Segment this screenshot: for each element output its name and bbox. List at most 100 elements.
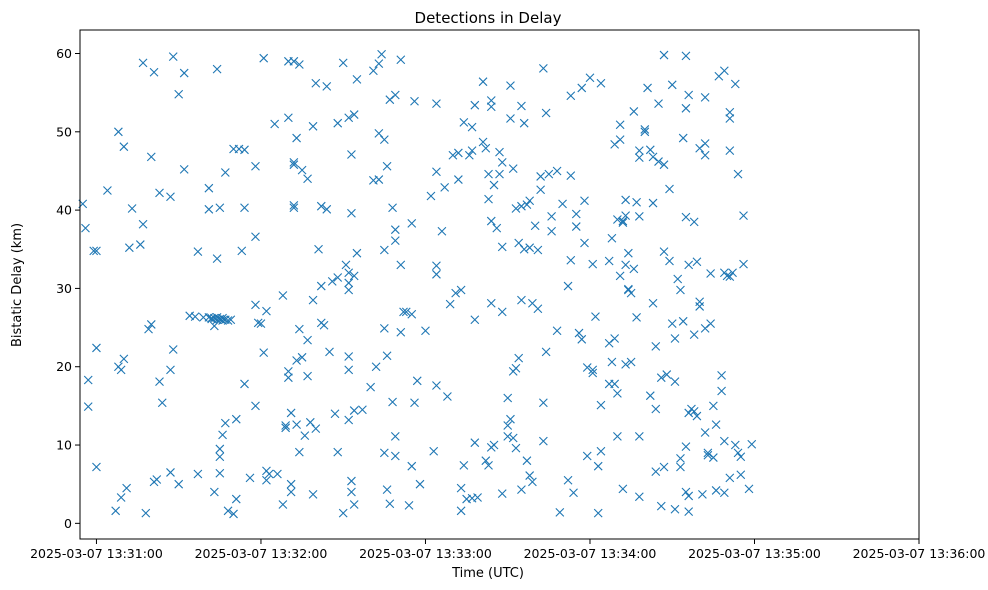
- data-point-152: [344, 113, 354, 123]
- data-point-24: [146, 152, 156, 162]
- data-point-379: [667, 80, 677, 90]
- data-point-333: [615, 135, 625, 145]
- data-point-44: [193, 469, 203, 479]
- y-tick-label-0: 0: [64, 516, 72, 531]
- x-tick-label-1: 2025-03-07 13:32:00: [195, 546, 328, 561]
- data-point-166: [368, 66, 378, 76]
- data-point-270: [519, 118, 529, 128]
- data-point-267: [517, 201, 526, 211]
- data-point-208: [432, 99, 441, 108]
- data-point-356: [640, 125, 650, 134]
- data-point-383: [673, 274, 683, 284]
- data-point-256: [506, 81, 515, 90]
- data-point-228: [470, 315, 480, 325]
- data-point-338: [621, 195, 631, 205]
- data-point-358: [643, 83, 652, 93]
- data-point-269: [517, 295, 526, 305]
- data-point-254: [503, 421, 513, 430]
- data-point-245: [492, 223, 502, 233]
- data-point-440: [736, 452, 746, 462]
- data-point-63: [218, 313, 227, 323]
- data-point-81: [245, 473, 255, 483]
- data-point-391: [681, 487, 691, 497]
- data-point-441: [736, 470, 746, 480]
- data-point-314: [588, 368, 598, 378]
- data-point-39: [179, 68, 189, 78]
- data-point-95: [273, 469, 282, 479]
- data-point-329: [613, 388, 622, 398]
- data-point-428: [719, 488, 729, 498]
- data-point-249: [497, 157, 507, 167]
- data-point-90: [262, 306, 271, 316]
- data-point-341: [621, 359, 631, 369]
- data-point-430: [725, 272, 735, 282]
- data-point-326: [610, 139, 620, 149]
- data-point-253: [503, 432, 513, 441]
- data-point-266: [517, 101, 526, 111]
- data-point-157: [349, 110, 359, 119]
- data-point-262: [511, 443, 521, 453]
- data-point-217: [456, 483, 466, 493]
- data-point-96: [278, 291, 288, 300]
- y-axis: 0 10 20 30 40 50 60: [56, 46, 80, 531]
- data-point-144: [338, 508, 348, 518]
- data-point-367: [654, 99, 663, 108]
- data-point-369: [656, 373, 666, 383]
- data-point-293: [552, 326, 562, 336]
- data-point-402: [689, 406, 699, 416]
- data-point-397: [684, 491, 694, 501]
- data-point-43: [193, 247, 203, 256]
- data-point-414: [703, 448, 713, 458]
- data-point-164: [366, 382, 376, 392]
- data-point-143: [338, 58, 348, 68]
- data-point-74: [231, 414, 241, 424]
- data-point-93: [264, 469, 274, 479]
- data-point-255: [506, 414, 515, 424]
- data-point-406: [695, 297, 705, 307]
- data-point-103: [283, 113, 293, 123]
- data-point-380: [670, 334, 680, 343]
- data-point-202: [426, 191, 436, 201]
- data-point-156: [347, 487, 356, 497]
- data-point-111: [289, 56, 299, 66]
- data-point-268: [517, 485, 526, 495]
- data-point-371: [659, 160, 669, 170]
- data-point-265: [514, 353, 524, 363]
- data-point-375: [662, 370, 672, 379]
- data-point-199: [412, 376, 422, 386]
- data-point-381: [670, 377, 680, 386]
- data-point-5: [92, 246, 101, 256]
- data-point-439: [733, 448, 743, 458]
- data-point-346: [626, 357, 636, 367]
- data-point-345: [626, 288, 636, 298]
- data-point-6: [92, 343, 101, 353]
- data-point-179: [385, 499, 395, 509]
- data-point-229: [470, 438, 480, 448]
- x-tick-label-0: 2025-03-07 13:31:00: [30, 546, 163, 561]
- data-point-125: [308, 489, 318, 499]
- data-point-135: [322, 204, 332, 214]
- data-point-14: [119, 142, 129, 152]
- data-point-214: [451, 288, 461, 298]
- data-point-225: [467, 146, 477, 155]
- data-point-176: [382, 161, 392, 171]
- data-point-168: [374, 59, 384, 69]
- data-point-19: [135, 240, 145, 249]
- x-tick-label-5: 2025-03-07 13:36:00: [853, 546, 986, 561]
- data-point-239: [486, 298, 496, 308]
- y-tick-label-3: 30: [56, 281, 72, 296]
- data-point-401: [689, 330, 699, 340]
- data-point-191: [399, 307, 408, 317]
- data-point-154: [347, 208, 356, 218]
- data-point-382: [670, 504, 680, 514]
- data-point-187: [390, 451, 400, 461]
- data-point-411: [700, 92, 710, 102]
- data-point-70: [223, 506, 233, 516]
- data-point-271: [519, 244, 529, 254]
- data-point-113: [292, 356, 301, 365]
- data-point-142: [333, 273, 343, 282]
- data-point-62: [215, 203, 225, 213]
- data-point-127: [308, 121, 318, 131]
- data-point-121: [303, 371, 312, 381]
- data-point-211: [443, 392, 452, 401]
